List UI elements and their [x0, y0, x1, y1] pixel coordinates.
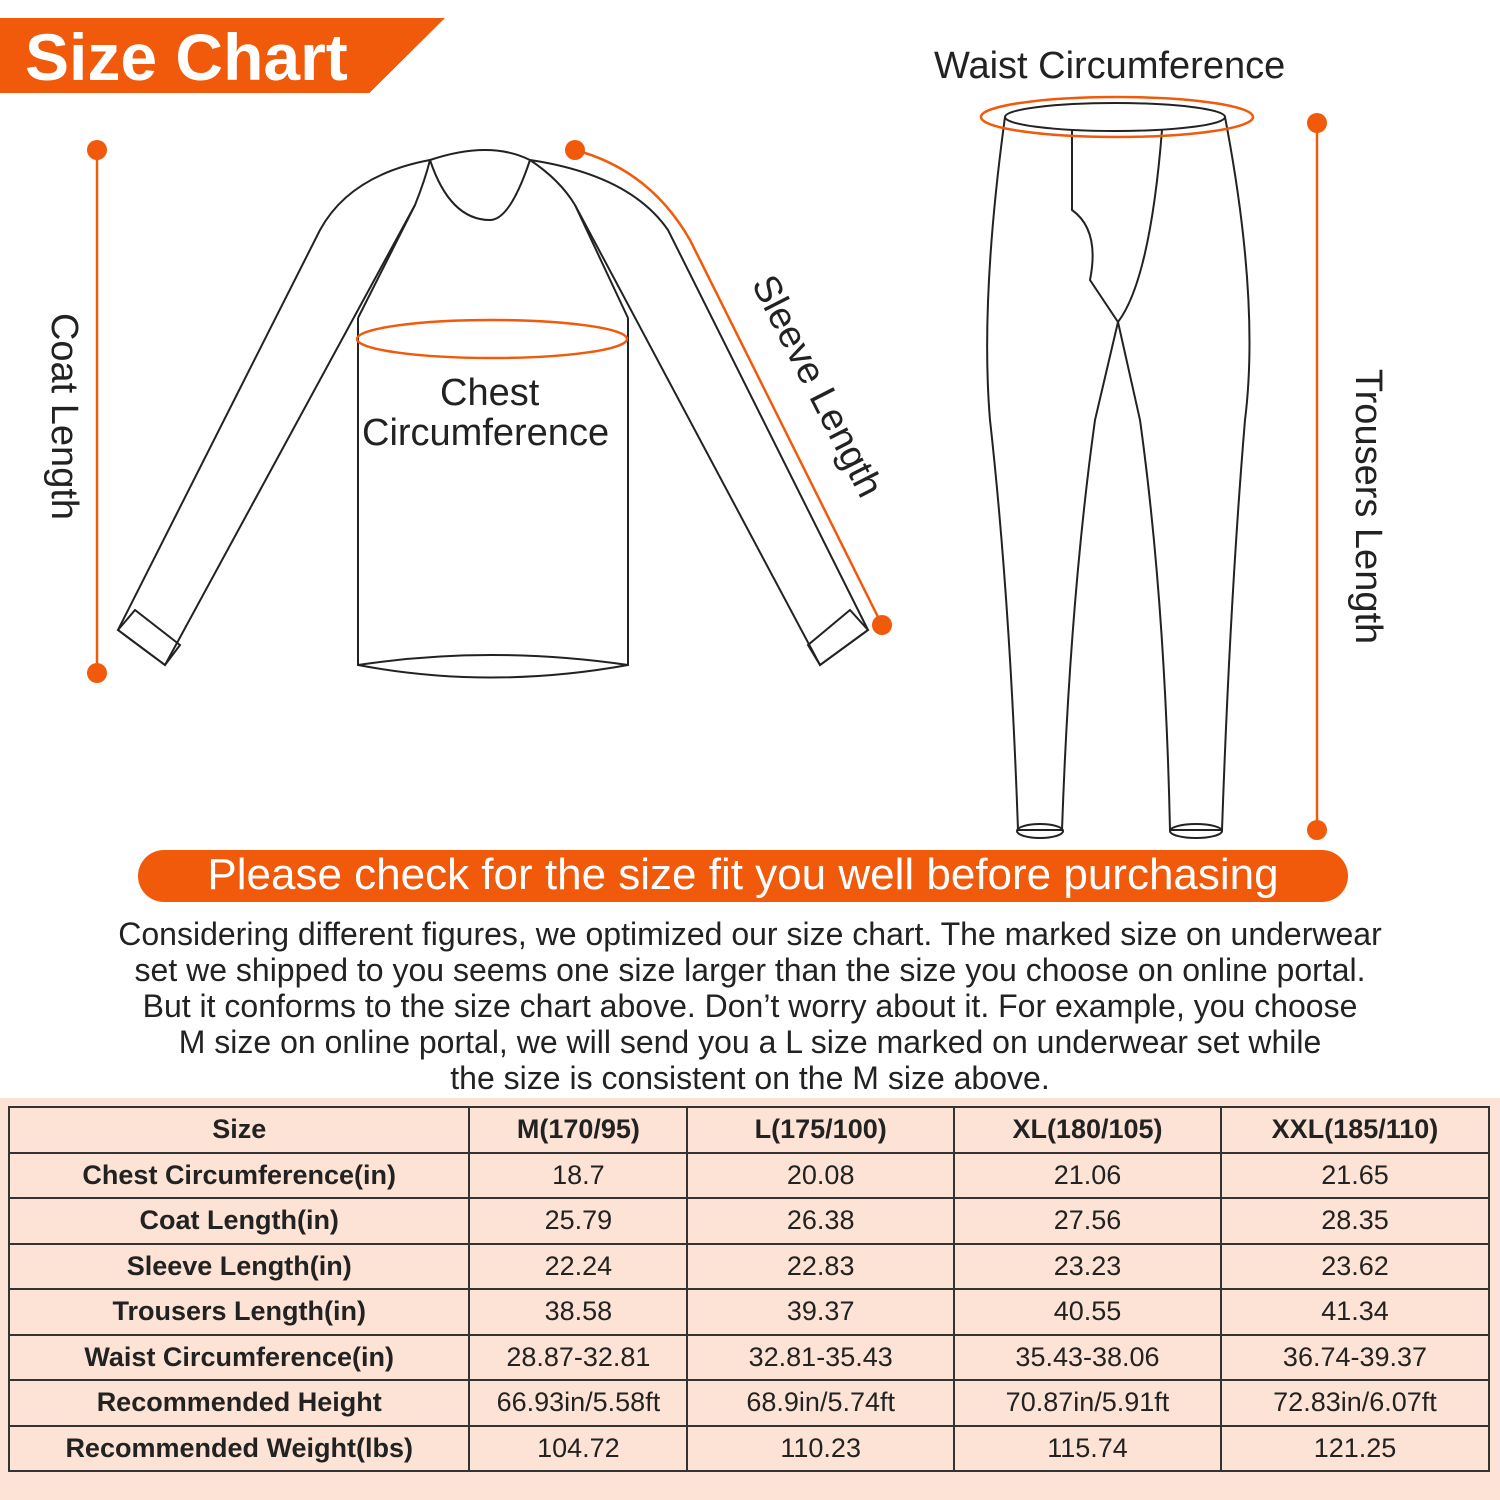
value-cell: 28.87-32.81 — [468, 1333, 689, 1381]
value-cell: 21.65 — [1219, 1151, 1491, 1199]
size-table: Size M(170/95) L(175/100) XL(180/105) XXL(18… — [7, 1106, 1491, 1472]
description: Considering different figures, we optimi… — [20, 916, 1480, 1096]
value-cell: 70.87in/5.91ft — [953, 1379, 1222, 1427]
description-line: Considering different figures, we optimi… — [118, 916, 1382, 952]
table-header-row: Size M(170/95) L(175/100) XL(180/105) XXL(18… — [7, 1106, 1491, 1154]
trousers-drawing — [986, 102, 1251, 839]
value-cell: 72.83in/6.07ft — [1219, 1379, 1491, 1427]
header-cell: L(175/100) — [686, 1106, 956, 1154]
description-line: But it conforms to the size chart above.… — [142, 988, 1358, 1024]
description-line: M size on online portal, we will send yo… — [178, 1024, 1322, 1060]
description-line: set we shipped to you seems one size lar… — [134, 952, 1366, 988]
row-label-cell: Trousers Length(in) — [7, 1288, 471, 1336]
table-row: Coat Length(in) 25.79 26.38 27.56 28.35 — [7, 1197, 1491, 1245]
value-cell: 121.25 — [1219, 1424, 1491, 1472]
header-cell: Size — [7, 1106, 471, 1154]
row-label-cell: Sleeve Length(in) — [7, 1242, 471, 1290]
value-cell: 20.08 — [686, 1151, 956, 1199]
table-row: Sleeve Length(in) 22.24 22.83 23.23 23.62 — [7, 1242, 1491, 1290]
value-cell: 40.55 — [953, 1288, 1222, 1336]
value-cell: 41.34 — [1219, 1288, 1491, 1336]
value-cell: 22.83 — [686, 1242, 956, 1290]
title-banner — [0, 18, 445, 93]
header-cell: XL(180/105) — [953, 1106, 1222, 1154]
table-row: Recommended Height 66.93in/5.58ft 68.9in/5… — [7, 1379, 1491, 1427]
shirt-drawing — [116, 149, 870, 679]
notice-banner: Please check for the size fit you well b… — [138, 850, 1348, 902]
garment-illustration — [87, 95, 1327, 840]
value-cell: 66.93in/5.58ft — [468, 1379, 689, 1427]
value-cell: 39.37 — [686, 1288, 956, 1336]
coat-length-label: Coat Length — [43, 312, 86, 521]
table-row: Waist Circumference(in) 28.87-32.81 32.81-… — [7, 1333, 1491, 1381]
row-label-cell: Waist Circumference(in) — [7, 1333, 471, 1381]
value-cell: 25.79 — [468, 1197, 689, 1245]
measurement-dots — [87, 113, 1327, 840]
value-cell: 104.72 — [468, 1424, 689, 1472]
description-line: the size is consistent on the M size abo… — [450, 1060, 1050, 1096]
measurement-lines — [95, 95, 1319, 830]
value-cell: 36.74-39.37 — [1219, 1333, 1491, 1381]
trousers-length-label: Trousers Length — [1347, 368, 1390, 645]
value-cell: 35.43-38.06 — [953, 1333, 1222, 1381]
row-label-cell: Chest Circumference(in) — [7, 1151, 471, 1199]
chest-label-line1: Chest — [440, 372, 540, 414]
value-cell: 23.23 — [953, 1242, 1222, 1290]
value-cell: 23.62 — [1219, 1242, 1491, 1290]
value-cell: 28.35 — [1219, 1197, 1491, 1245]
value-cell: 21.06 — [953, 1151, 1222, 1199]
row-label-cell: Recommended Height — [7, 1379, 471, 1427]
value-cell: 18.7 — [468, 1151, 689, 1199]
value-cell: 27.56 — [953, 1197, 1222, 1245]
page-title: Size Chart — [25, 20, 348, 94]
value-cell: 38.58 — [468, 1288, 689, 1336]
waist-label: Waist Circumference — [934, 45, 1286, 87]
table-row: Chest Circumference(in) 18.7 20.08 21.06 21.… — [7, 1151, 1491, 1199]
row-label-cell: Recommended Weight(lbs) — [7, 1424, 471, 1472]
table-row: Recommended Weight(lbs) 104.72 110.23 115.7… — [7, 1424, 1491, 1472]
row-label-cell: Coat Length(in) — [7, 1197, 471, 1245]
value-cell: 115.74 — [953, 1424, 1222, 1472]
header-cell: M(170/95) — [468, 1106, 689, 1154]
value-cell: 32.81-35.43 — [686, 1333, 956, 1381]
value-cell: 110.23 — [686, 1424, 956, 1472]
value-cell: 68.9in/5.74ft — [686, 1379, 956, 1427]
chest-label-line2: Circumference — [362, 412, 610, 454]
table-row: Trousers Length(in) 38.58 39.37 40.55 41.34 — [7, 1288, 1491, 1336]
header-cell: XXL(185/110) — [1219, 1106, 1491, 1154]
value-cell: 22.24 — [468, 1242, 689, 1290]
value-cell: 26.38 — [686, 1197, 956, 1245]
